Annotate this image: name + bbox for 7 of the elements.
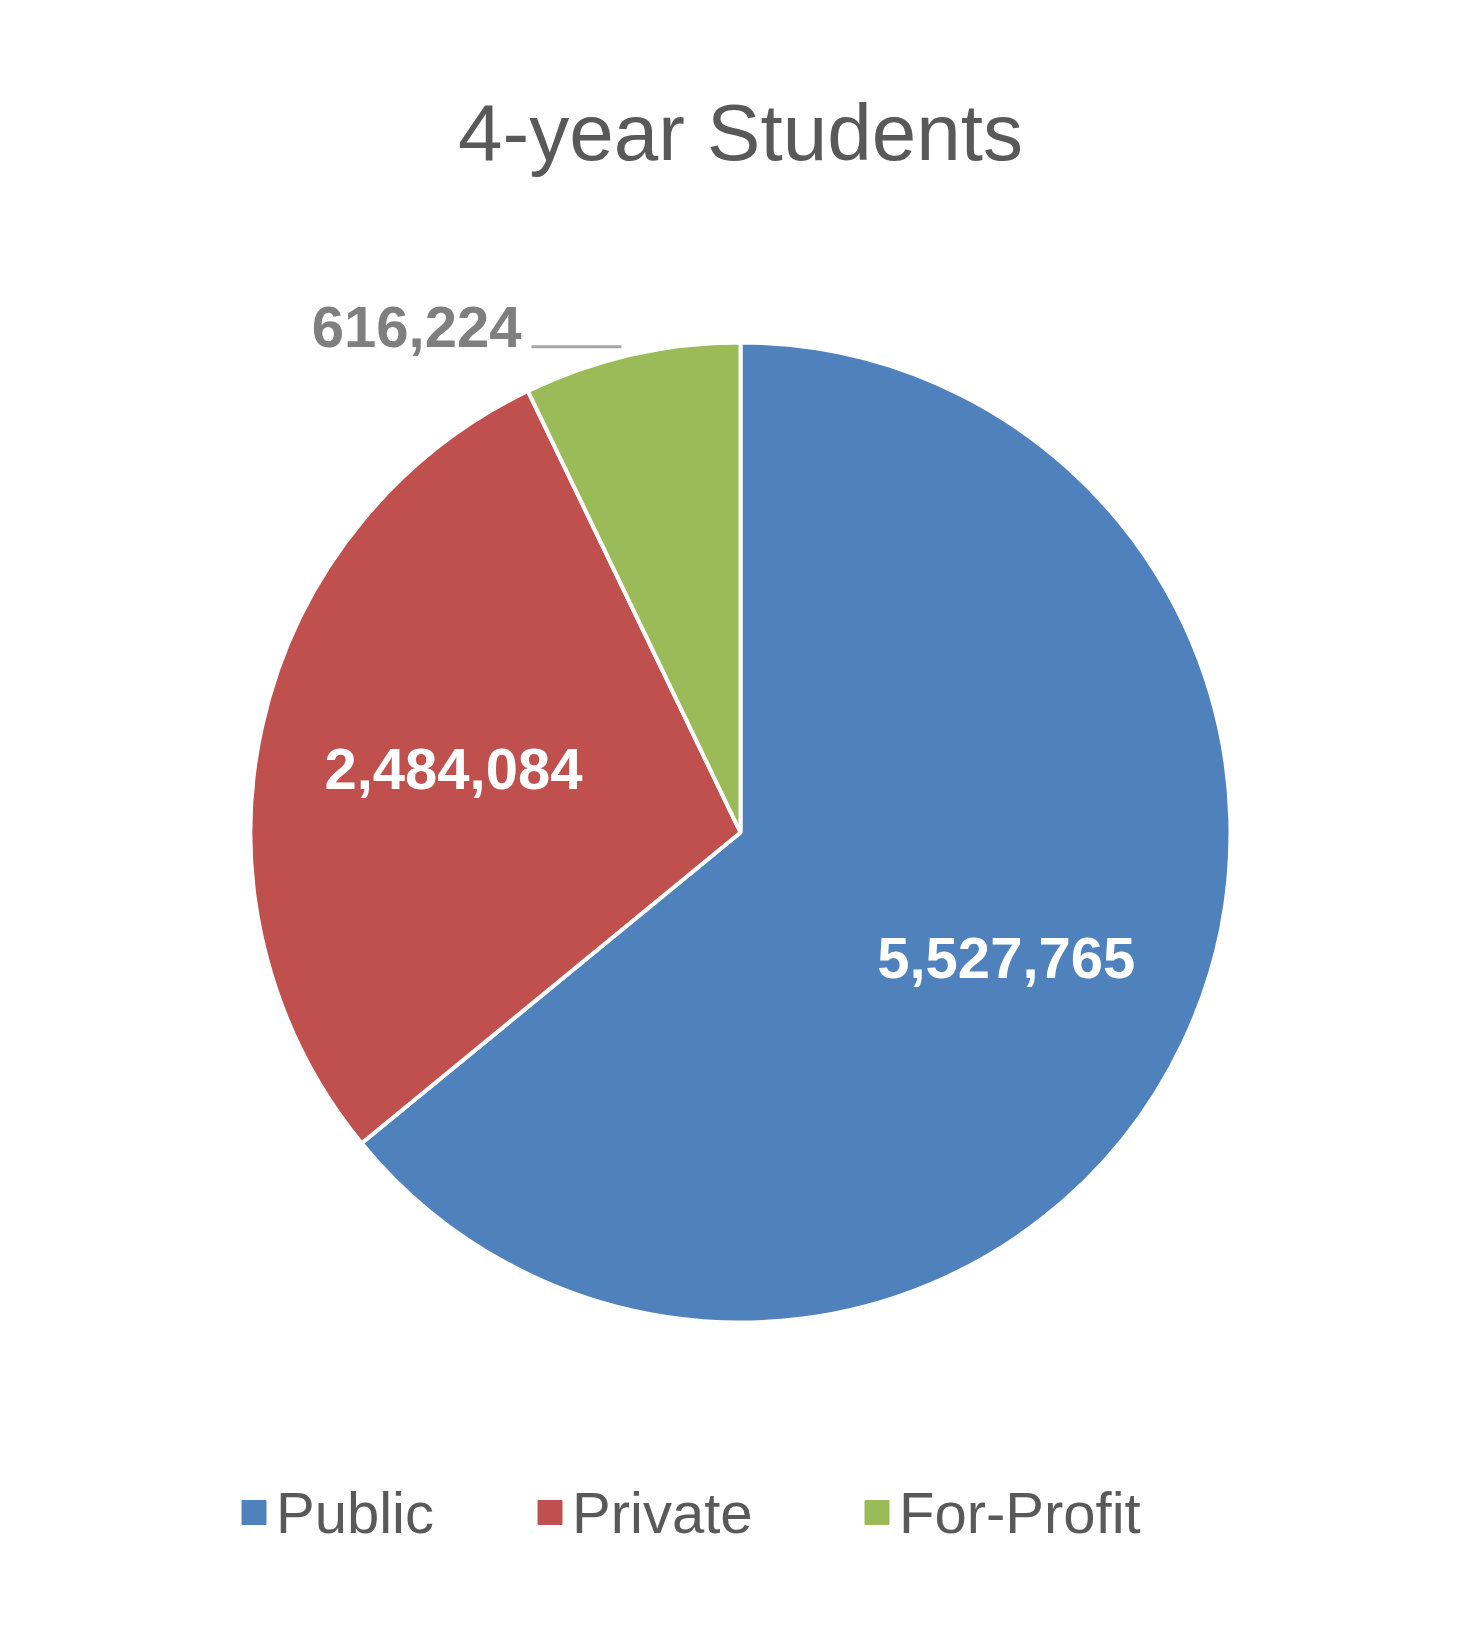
data-label: 616,224 [311, 293, 522, 359]
legend-label: Public [276, 1480, 434, 1545]
legend-label: Private [572, 1480, 753, 1545]
legend-label: For-Profit [899, 1480, 1141, 1545]
chart-title: 4-year Students [458, 88, 1023, 177]
data-label: 2,484,084 [324, 736, 583, 802]
data-label: 5,527,765 [877, 925, 1136, 991]
